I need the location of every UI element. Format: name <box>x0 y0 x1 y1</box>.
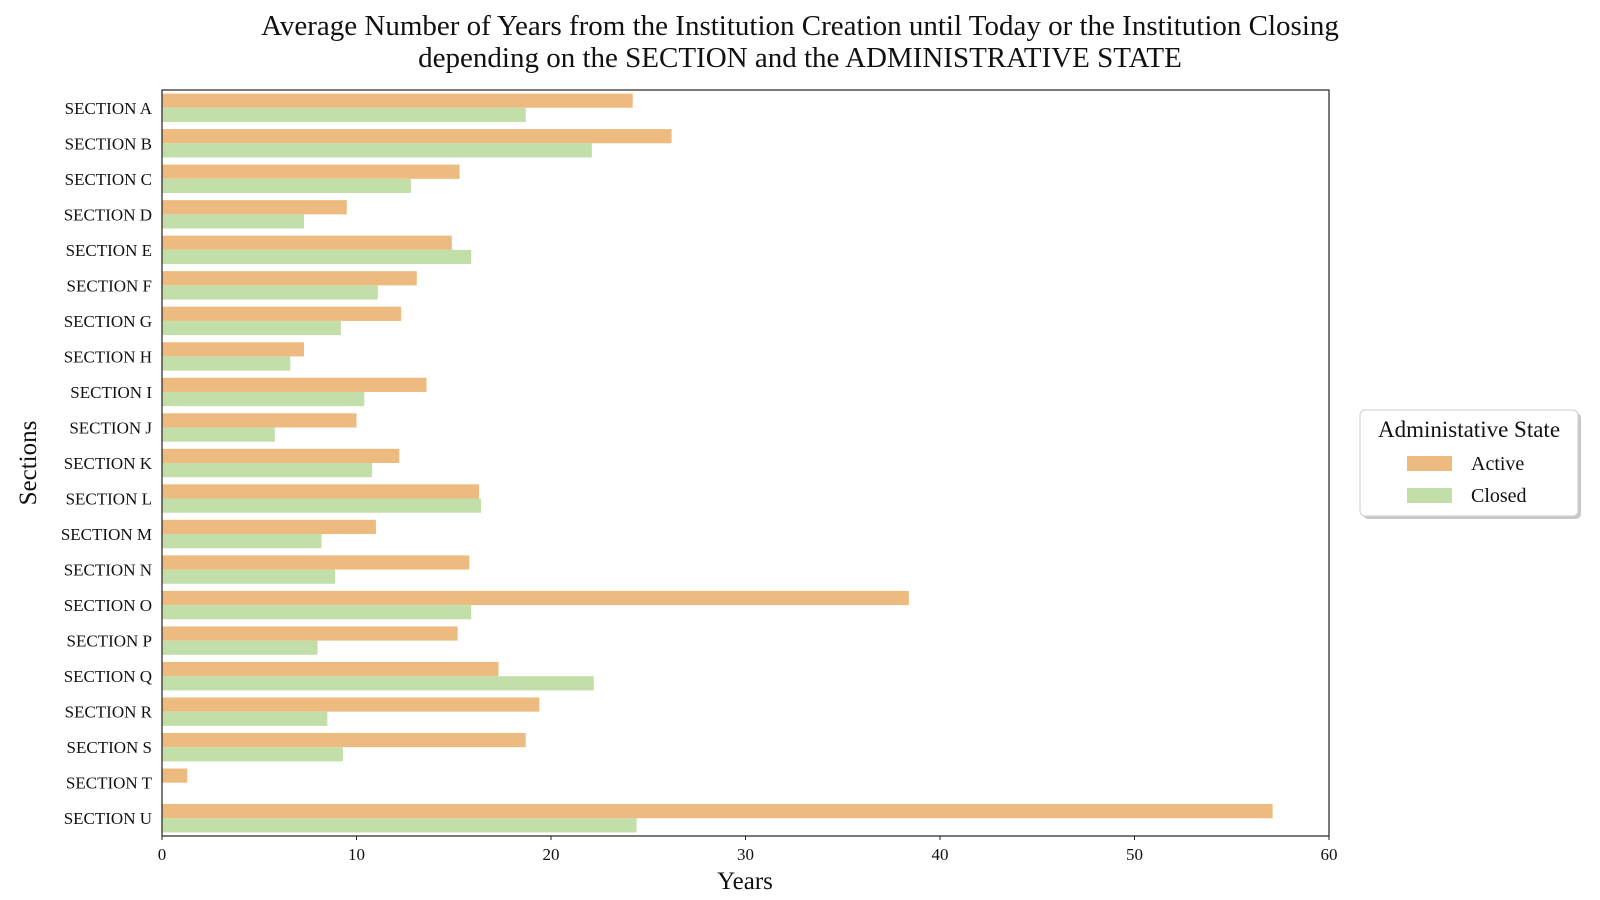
bar-closed <box>162 605 472 620</box>
x-tick-label: 0 <box>158 845 167 864</box>
bar-closed <box>162 285 378 300</box>
y-tick-labels: SECTION A SECTION B SECTION C SECTION D SECT… <box>61 99 153 828</box>
bar-active <box>162 448 400 463</box>
bar-active <box>162 484 480 499</box>
y-tick-label: SECTION T <box>66 774 153 793</box>
bar-closed <box>162 747 343 762</box>
x-tick-label: 50 <box>1126 845 1143 864</box>
bar-active <box>162 697 540 712</box>
y-tick-label: SECTION N <box>64 561 152 580</box>
y-tick-label: SECTION I <box>70 383 152 402</box>
legend-label-active: Active <box>1471 453 1524 475</box>
bar-closed <box>162 534 322 549</box>
y-tick-label: SECTION F <box>67 276 152 295</box>
chart-title-line-2: depending on the SECTION and the ADMINIS… <box>418 42 1182 74</box>
bar-closed <box>162 214 304 229</box>
legend: Administative State Active Closed <box>1359 409 1581 519</box>
bar-closed <box>162 356 291 371</box>
y-tick-label: SECTION Q <box>64 667 152 686</box>
y-tick-label: SECTION O <box>64 596 152 615</box>
bar-closed <box>162 711 328 726</box>
y-tick-label: SECTION A <box>65 99 153 118</box>
bar-active <box>162 164 460 179</box>
y-tick-label: SECTION M <box>61 525 152 544</box>
bar-closed <box>162 640 318 655</box>
bar-active <box>162 235 452 250</box>
bar-active <box>162 732 526 748</box>
bar-closed <box>162 143 592 158</box>
bar-closed <box>162 320 341 336</box>
bar-active <box>162 271 417 286</box>
x-tick-label: 30 <box>737 845 754 864</box>
y-tick-label: SECTION S <box>67 738 152 757</box>
x-tick-label: 20 <box>543 845 560 864</box>
x-axis-label: Years <box>717 868 773 895</box>
chart-title-line-1: Average Number of Years from the Institu… <box>261 10 1339 42</box>
bar-active <box>162 661 499 677</box>
y-tick-label: SECTION P <box>67 632 152 651</box>
x-tick-label: 60 <box>1321 845 1338 864</box>
y-tick-label: SECTION E <box>66 241 152 260</box>
bar-active <box>162 200 347 215</box>
y-tick-label: SECTION U <box>64 809 152 828</box>
y-tick-label: SECTION J <box>69 418 152 437</box>
bar-closed <box>162 391 365 407</box>
bar-closed <box>162 249 472 265</box>
bar-active <box>162 342 304 357</box>
y-tick-label: SECTION G <box>64 312 152 331</box>
bar-active <box>162 804 1273 819</box>
bar-active <box>162 768 188 783</box>
bar-active <box>162 377 427 392</box>
chart-title: Average Number of Years from the Institu… <box>0 10 1600 74</box>
y-tick-label: SECTION R <box>65 703 153 722</box>
bar-active <box>162 555 470 570</box>
bar-closed <box>162 818 637 833</box>
bar-closed <box>162 498 481 513</box>
y-tick-label: SECTION H <box>64 347 152 366</box>
bar-active <box>162 129 672 144</box>
legend-swatch-closed <box>1407 488 1452 503</box>
legend-label-closed: Closed <box>1471 485 1527 507</box>
x-tick-label: 10 <box>348 845 365 864</box>
x-tick-label: 40 <box>932 845 949 864</box>
legend-title: Administative State <box>1378 417 1560 442</box>
y-tick-label: SECTION D <box>64 205 152 224</box>
y-tick-label: SECTION B <box>65 134 152 153</box>
x-tick-labels: 0 10 20 30 40 50 60 <box>158 836 1338 864</box>
bar-closed <box>162 676 594 691</box>
bar-closed <box>162 178 411 194</box>
bars-layer <box>162 93 1273 833</box>
bar-closed <box>162 569 336 584</box>
y-tick-label: SECTION C <box>65 170 152 189</box>
bar-active <box>162 93 633 108</box>
y-axis-label: Sections <box>15 421 42 506</box>
bar-active <box>162 413 357 428</box>
bar-closed <box>162 427 275 442</box>
bar-active <box>162 519 376 535</box>
bar-closed <box>162 463 373 478</box>
y-tick-label: SECTION L <box>66 490 152 509</box>
bar-closed <box>162 107 526 122</box>
bar-active <box>162 626 458 641</box>
bar-active <box>162 306 402 321</box>
legend-swatch-active <box>1407 456 1452 471</box>
y-tick-label: SECTION K <box>64 454 153 473</box>
bar-active <box>162 590 909 606</box>
